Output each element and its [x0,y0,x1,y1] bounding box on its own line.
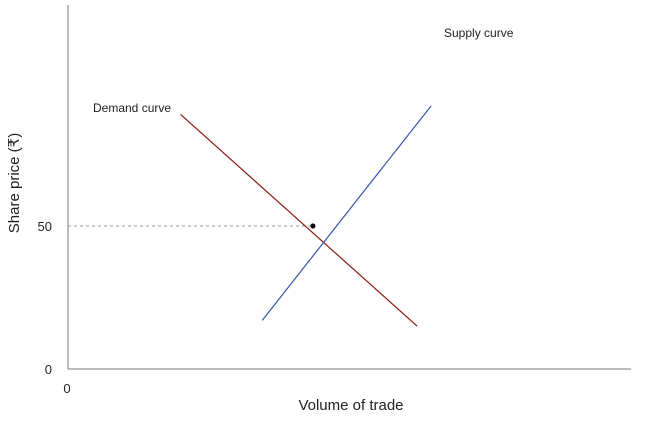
y-axis-title: Share price (₹) [6,133,23,233]
demand-curve-line [180,114,418,327]
demand-curve-label: Demand curve [93,101,171,115]
supply-curve-line [261,105,432,321]
x-axis-title: Volume of trade [298,397,403,414]
y-tick-label-0: 0 [45,362,52,377]
y-tick-label-50: 50 [38,219,52,234]
x-tick-label-0: 0 [63,381,70,396]
equilibrium-point [310,223,316,229]
supply-curve-label: Supply curve [444,26,514,40]
